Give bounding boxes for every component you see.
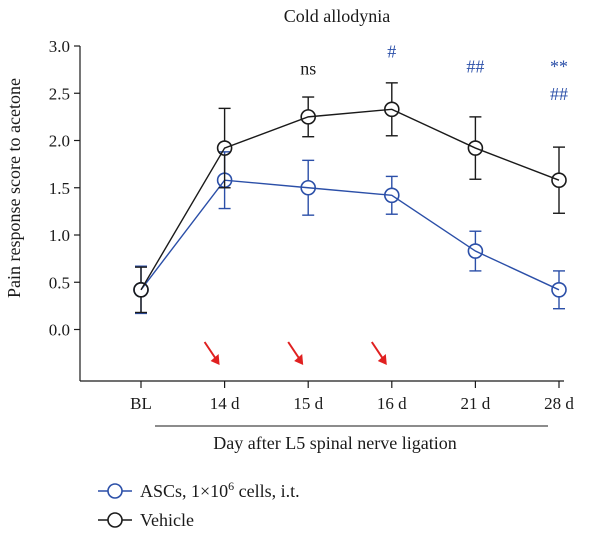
y-tick-label: 0.5 [49,273,70,292]
x-axis-label: Day after L5 spinal nerve ligation [213,433,456,453]
series-ascs [133,151,567,315]
error-bar [302,96,315,138]
significance-annotation: ** [550,56,568,76]
data-point-marker [383,101,400,118]
y-tick-label: 1.5 [49,179,70,198]
data-point-marker [551,172,567,188]
legend-label: Vehicle [140,510,194,530]
error-bar [385,175,398,215]
y-tick-label: 1.0 [49,226,70,245]
y-tick-label: 2.5 [49,84,70,103]
x-tick-label: 15 d [293,394,323,413]
data-point-marker [300,109,317,125]
error-bar [385,82,398,137]
error-bar [553,146,565,214]
data-point-marker [551,282,567,298]
error-bar [302,159,315,216]
data-point-marker [216,140,233,156]
treatment-arrow [287,341,304,365]
data-point-marker [383,187,400,204]
error-bar [469,230,482,272]
error-bar [218,107,231,189]
y-tick-label: 3.0 [49,37,70,56]
treatment-arrows [203,341,387,365]
x-tick-label: 16 d [377,394,407,413]
error-bar [553,270,565,310]
x-tick-label: 14 d [210,394,240,413]
series-vehicle [133,82,567,314]
y-axis-label: Pain response score to acetone [4,78,24,298]
y-tick-label: 0.0 [49,321,70,340]
treatment-arrow [203,341,220,365]
data-point-marker [467,140,484,156]
error-bar [469,116,482,180]
chart-title: Cold allodynia [284,6,391,26]
legend: ASCs, 1×106 cells, i.t. Vehicle [98,479,300,530]
treatment-arrow [370,341,387,365]
series-line [140,179,560,291]
significance-annotation: ## [466,56,484,76]
data-point-marker [133,282,149,298]
significance-annotation: # [387,41,396,61]
x-tick-label: 21 d [461,394,491,413]
data-point-marker [300,179,317,196]
series-layer [133,82,567,315]
x-axis: BL 14 d 15 d 16 d 21 d 28 d [80,380,574,413]
error-bar [135,266,147,314]
legend-marker [107,512,123,528]
significance-annotation: ns [300,58,316,78]
legend-entry: Vehicle [98,510,194,530]
legend-entry: ASCs, 1×106 cells, i.t. [98,479,300,501]
series-line [140,108,560,291]
annotations: ns### **## [300,41,568,104]
x-tick-label: BL [130,394,152,413]
data-point-marker [467,243,484,259]
y-tick-label: 2.0 [49,132,70,151]
legend-marker [107,483,123,499]
x-tick-label: 28 d [544,394,574,413]
y-axis: 0.0 0.5 1.0 1.5 2.0 2.5 3.0 [49,37,81,381]
significance-annotation: ## [550,84,568,104]
legend-label: ASCs, 1×106 cells, i.t. [140,479,300,501]
